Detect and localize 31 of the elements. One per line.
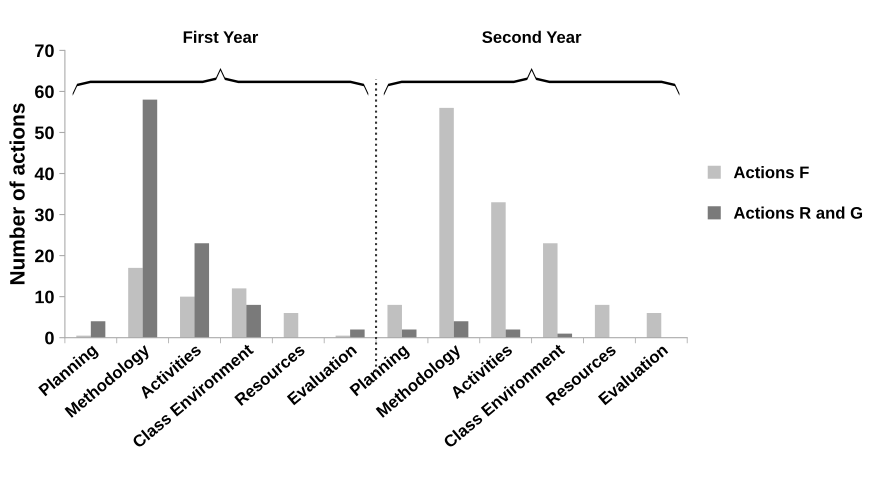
y-tick-label: 20	[35, 250, 54, 262]
y-tick-label: 0	[45, 332, 54, 344]
legend-label: Actions F	[734, 166, 809, 178]
y-tick-label: 30	[34, 208, 54, 222]
text: Second Year	[482, 30, 582, 43]
bar	[543, 243, 558, 338]
bar	[506, 329, 520, 338]
bar	[90, 321, 106, 338]
y-tick-label: 40	[34, 167, 54, 180]
y-tick-label: 50	[34, 126, 54, 140]
bar	[284, 313, 298, 338]
y-tick-label: 10	[36, 290, 54, 304]
bar	[594, 304, 610, 338]
y-tick-label: 60	[35, 85, 54, 98]
bar	[232, 288, 246, 338]
bar	[491, 202, 506, 338]
bar	[454, 321, 468, 338]
bar	[194, 243, 210, 338]
bar	[180, 296, 195, 338]
bar	[142, 100, 158, 338]
text: First Year	[184, 30, 258, 43]
bar	[439, 108, 454, 338]
bar	[350, 329, 365, 338]
bar	[128, 268, 143, 338]
bar	[646, 313, 662, 338]
y-tick-label: 70	[35, 44, 54, 58]
bar	[246, 304, 261, 338]
bar	[387, 304, 402, 338]
bar	[402, 329, 416, 338]
legend-label: Actions R and G	[734, 206, 862, 219]
y-axis-title: Number of actions	[9, 103, 25, 284]
